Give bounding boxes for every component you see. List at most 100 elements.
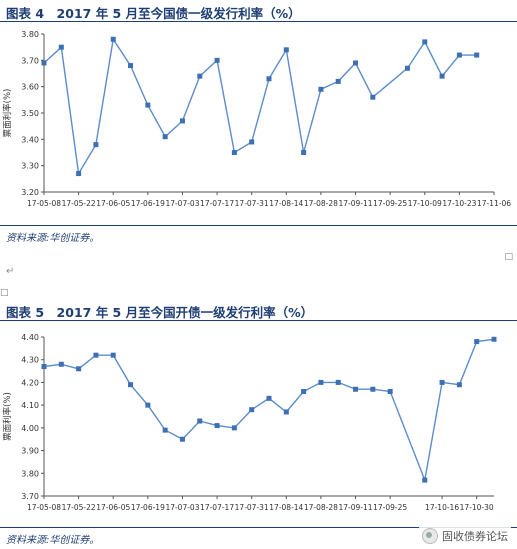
x-tick-label: 17-05-08 (27, 199, 61, 208)
data-point (318, 379, 324, 385)
data-point (214, 423, 220, 429)
data-point (266, 395, 272, 401)
data-point (353, 386, 359, 392)
data-point (145, 402, 151, 408)
figure-1-top-rule (0, 21, 517, 22)
data-point (249, 407, 255, 413)
y-tick-label: 4.20 (21, 378, 39, 387)
x-tick-label: 17-08-14 (269, 503, 303, 512)
x-tick-label: 17-07-31 (235, 199, 269, 208)
x-tick-label: 17-09-11 (339, 503, 373, 512)
data-point (283, 409, 289, 415)
watermark: 固收债券论坛 (419, 527, 511, 545)
x-tick-label: 17-11-06 (477, 199, 511, 208)
figure-1-source: 资料来源:华创证券。 (6, 233, 100, 244)
data-point (93, 142, 99, 148)
data-point (231, 150, 237, 155)
watermark-text: 固收债券论坛 (442, 530, 508, 543)
data-point (422, 477, 428, 483)
y-tick-label: 4.10 (21, 401, 39, 410)
data-point (301, 389, 307, 395)
figure-2-top-rule (0, 320, 517, 321)
y-axis-label: 票面利率(%) (2, 392, 13, 441)
data-point (266, 76, 272, 82)
y-tick-label: 3.40 (21, 135, 39, 144)
x-tick-label: 17-06-05 (96, 503, 130, 512)
data-point (162, 134, 168, 140)
y-axis-label: 票面利率(%) (2, 89, 13, 138)
data-point (439, 73, 445, 79)
x-tick-label: 17-08-28 (304, 199, 338, 208)
data-point (456, 382, 462, 388)
series-line (43, 37, 477, 176)
data-point (353, 60, 359, 66)
x-tick-label: 17-10-16 (425, 503, 459, 512)
data-point (197, 73, 203, 79)
data-point (128, 63, 134, 69)
data-point (335, 379, 341, 385)
data-point (439, 379, 445, 385)
corner-mark-icon: □ (504, 252, 513, 262)
x-tick-label: 17-06-19 (131, 199, 165, 208)
data-point (110, 352, 116, 358)
figure-2-bottom-rule (0, 527, 517, 528)
y-tick-label: 3.90 (21, 447, 39, 456)
data-point (387, 389, 393, 395)
data-point (474, 52, 480, 58)
figure-1-title: 图表 4 2017 年 5 月至今国债一级发行利率（%） (6, 3, 301, 22)
x-tick-label: 17-05-22 (62, 199, 96, 208)
data-point (58, 361, 64, 367)
x-tick-label: 17-06-05 (96, 199, 130, 208)
figure-1-title-text: 图表 4 2017 年 5 月至今国债一级发行利率（%） (6, 6, 301, 21)
data-point (335, 78, 341, 84)
data-point (283, 47, 289, 53)
paragraph-mark: ↵ (6, 266, 15, 277)
data-point (110, 36, 116, 42)
y-tick-label: 4.40 (21, 333, 39, 342)
x-tick-label: 17-06-19 (131, 503, 165, 512)
data-point (197, 418, 203, 424)
x-tick-label: 17-05-08 (27, 503, 61, 512)
x-tick-label: 17-09-25 (373, 199, 407, 208)
data-point (491, 336, 497, 342)
data-point (370, 94, 376, 100)
y-tick-label: 3.60 (21, 83, 39, 92)
x-tick-label: 17-05-22 (62, 503, 96, 512)
data-point (214, 57, 220, 63)
figure-2-title-text: 图表 5 2017 年 5 月至今国开债一级发行利率（%） (6, 305, 314, 320)
x-tick-label: 17-10-09 (408, 199, 442, 208)
y-tick-label: 4.00 (21, 424, 39, 433)
series-line (43, 338, 495, 483)
y-tick-label: 3.70 (21, 492, 39, 501)
x-tick-label: 17-07-03 (165, 503, 199, 512)
data-point (145, 102, 151, 108)
figure-2-title: 图表 5 2017 年 5 月至今国开债一级发行利率（%） (6, 302, 313, 321)
x-tick-label: 17-07-03 (165, 199, 199, 208)
y-tick-label: 3.80 (21, 30, 39, 39)
y-tick-label: 3.20 (21, 188, 39, 197)
data-point (179, 118, 185, 124)
data-point (41, 60, 47, 66)
x-tick-label: 17-07-17 (200, 199, 234, 208)
y-tick-label: 3.30 (21, 162, 39, 171)
data-point (422, 39, 428, 45)
x-tick-label: 17-10-30 (460, 503, 494, 512)
x-tick-label: 17-07-17 (200, 503, 234, 512)
data-point (474, 339, 480, 345)
x-tick-label: 17-10-23 (442, 199, 476, 208)
x-tick-label: 17-08-28 (304, 503, 338, 512)
y-tick-label: 4.30 (21, 356, 39, 365)
data-point (41, 364, 47, 370)
data-point (370, 386, 376, 392)
figure-1-bottom-rule (0, 225, 517, 226)
chart-2: 3.70 3.80 3.90 4.00 4.10 4.20 4.30 4.40 17-05-08… (2, 333, 497, 512)
data-point (456, 52, 462, 58)
data-point (93, 352, 99, 358)
y-tick-label: 3.50 (21, 109, 39, 118)
data-point (301, 150, 307, 155)
data-point (249, 139, 255, 145)
data-point (76, 366, 82, 372)
figure-2-source: 资料来源:华创证券。 (6, 535, 100, 546)
x-tick-label: 17-07-31 (235, 503, 269, 512)
